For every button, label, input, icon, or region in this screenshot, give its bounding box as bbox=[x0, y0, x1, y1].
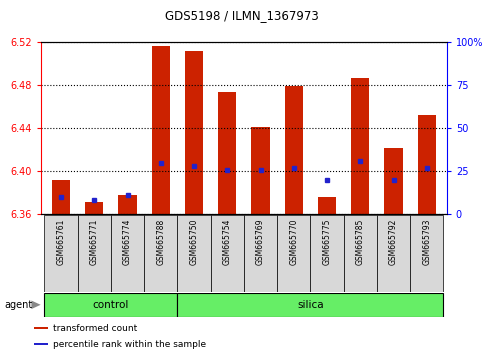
Text: silica: silica bbox=[297, 300, 324, 310]
Bar bbox=[244, 215, 277, 292]
Bar bbox=[218, 92, 237, 214]
Bar bbox=[351, 78, 369, 214]
Text: transformed count: transformed count bbox=[53, 324, 137, 333]
Bar bbox=[144, 215, 177, 292]
Bar bbox=[418, 115, 436, 214]
Bar bbox=[211, 215, 244, 292]
Text: GSM665750: GSM665750 bbox=[189, 219, 199, 265]
Bar bbox=[44, 293, 177, 317]
Text: control: control bbox=[93, 300, 129, 310]
Bar bbox=[34, 343, 48, 345]
Bar bbox=[52, 180, 70, 214]
Bar bbox=[344, 215, 377, 292]
Bar bbox=[44, 215, 78, 292]
Bar bbox=[111, 215, 144, 292]
Text: GSM665793: GSM665793 bbox=[422, 219, 431, 265]
Text: GSM665754: GSM665754 bbox=[223, 219, 232, 265]
Bar bbox=[251, 127, 270, 214]
Text: GSM665761: GSM665761 bbox=[57, 219, 66, 265]
Bar bbox=[377, 215, 410, 292]
Polygon shape bbox=[31, 301, 41, 309]
Bar bbox=[152, 46, 170, 214]
Bar bbox=[384, 148, 403, 214]
Text: GSM665775: GSM665775 bbox=[323, 219, 331, 265]
Bar bbox=[410, 215, 443, 292]
Text: GSM665792: GSM665792 bbox=[389, 219, 398, 265]
Bar bbox=[318, 197, 336, 214]
Text: percentile rank within the sample: percentile rank within the sample bbox=[53, 339, 206, 349]
Bar bbox=[284, 86, 303, 214]
Bar bbox=[85, 202, 103, 214]
Text: GSM665770: GSM665770 bbox=[289, 219, 298, 265]
Text: GSM665769: GSM665769 bbox=[256, 219, 265, 265]
Bar bbox=[311, 215, 344, 292]
Text: GSM665771: GSM665771 bbox=[90, 219, 99, 265]
Text: GSM665788: GSM665788 bbox=[156, 219, 165, 265]
Bar bbox=[34, 327, 48, 329]
Bar bbox=[118, 195, 137, 214]
Text: GDS5198 / ILMN_1367973: GDS5198 / ILMN_1367973 bbox=[165, 9, 318, 22]
Bar bbox=[177, 293, 443, 317]
Text: agent: agent bbox=[5, 300, 33, 310]
Text: GSM665774: GSM665774 bbox=[123, 219, 132, 265]
Text: GSM665785: GSM665785 bbox=[356, 219, 365, 265]
Bar bbox=[78, 215, 111, 292]
Bar bbox=[185, 51, 203, 214]
Bar bbox=[277, 215, 311, 292]
Bar bbox=[177, 215, 211, 292]
